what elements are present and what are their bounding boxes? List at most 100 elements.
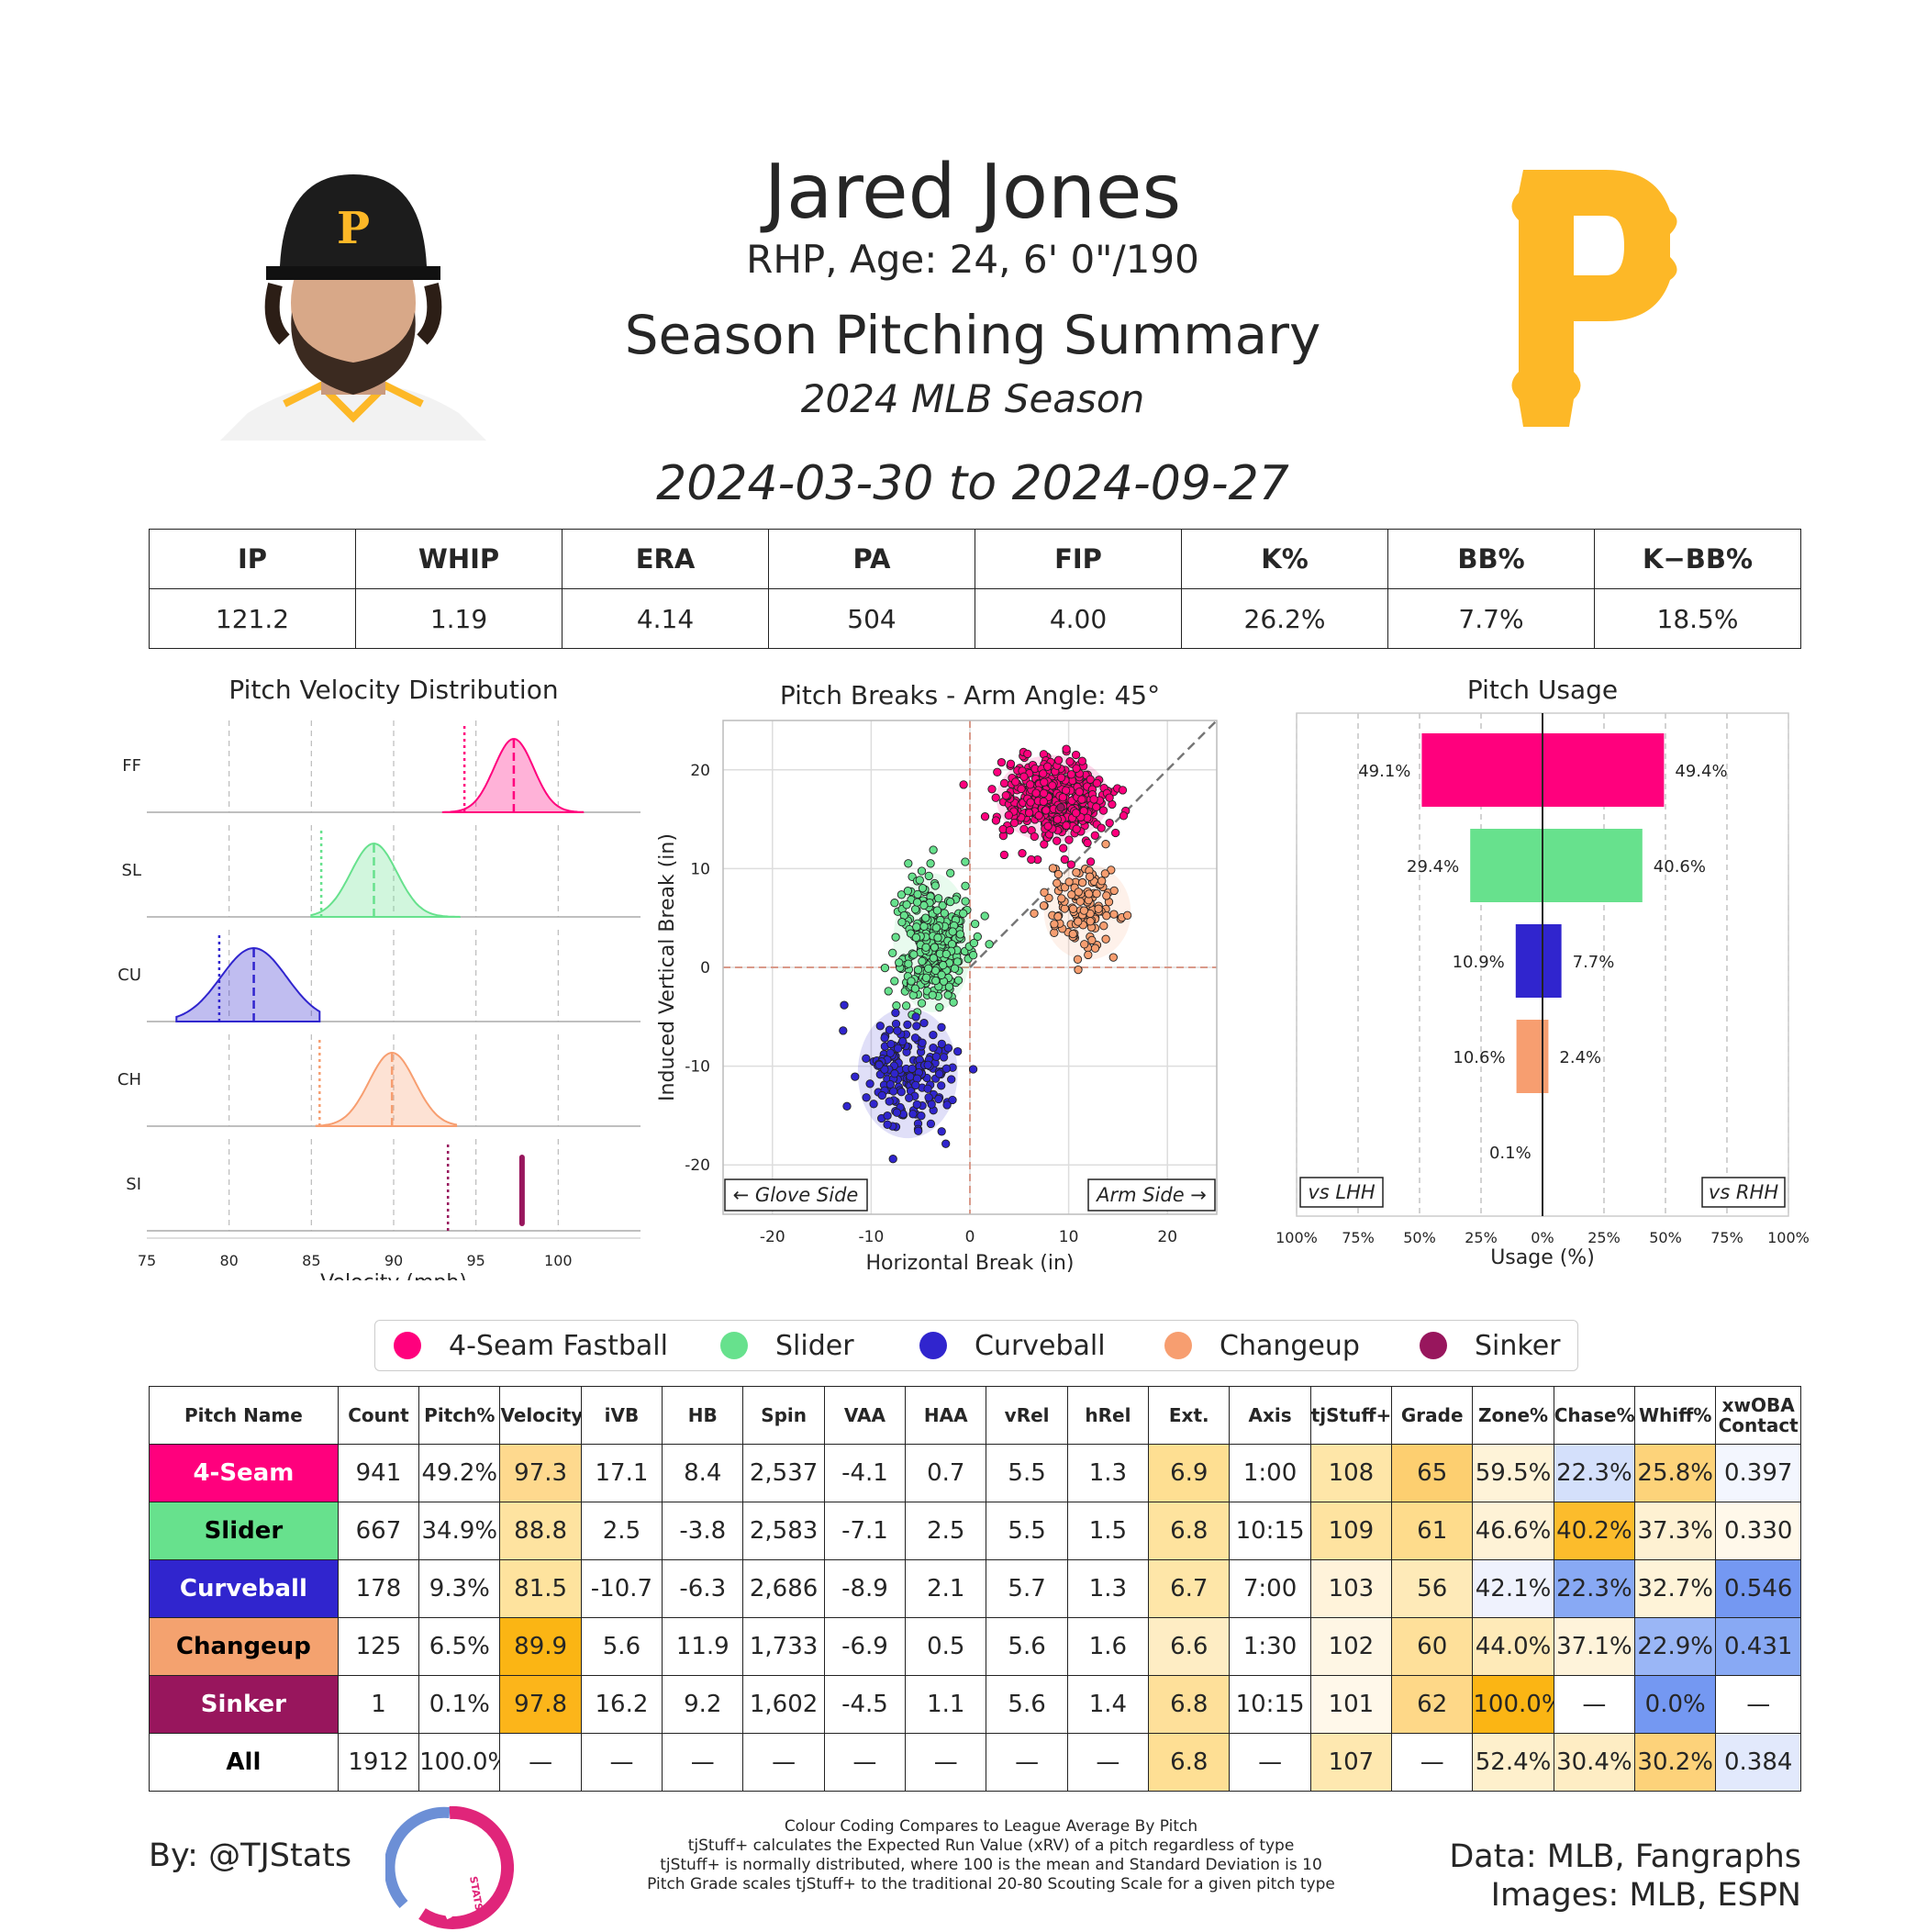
break-point bbox=[852, 1073, 859, 1080]
break-point bbox=[908, 1065, 916, 1072]
break-point bbox=[843, 1102, 851, 1110]
usage-bar-rhh bbox=[1543, 733, 1664, 807]
pitch-table-header-tjstuff: tjStuff+ bbox=[1310, 1387, 1391, 1445]
pitch-table-cell: 0.0% bbox=[1635, 1676, 1716, 1734]
stat-header-ip: IP bbox=[150, 530, 356, 589]
svg-text:P: P bbox=[337, 203, 370, 254]
pitch-table-cell: 5.5 bbox=[986, 1445, 1067, 1502]
break-point bbox=[960, 781, 967, 788]
break-point bbox=[942, 1065, 950, 1072]
pitch-table-header-velocity: Velocity bbox=[500, 1387, 581, 1445]
break-point bbox=[911, 906, 919, 913]
pitch-table-cell: 9.2 bbox=[663, 1676, 743, 1734]
stat-value-pa: 504 bbox=[769, 589, 975, 649]
break-point bbox=[938, 1082, 945, 1089]
legend-dot-curveball bbox=[919, 1332, 947, 1359]
usage-x-label: Usage (%) bbox=[1490, 1246, 1595, 1269]
break-point bbox=[1073, 868, 1080, 876]
legend-label-slider: Slider bbox=[775, 1330, 854, 1362]
break-x-tick: 10 bbox=[1059, 1228, 1079, 1246]
break-point bbox=[1043, 763, 1051, 770]
glove-side-label: ← Glove Side bbox=[733, 1184, 859, 1206]
pitch-table-cell: 1 bbox=[338, 1676, 418, 1734]
break-point bbox=[1086, 776, 1094, 783]
vs-rhh-label: vs RHH bbox=[1709, 1181, 1778, 1203]
break-y-tick: 0 bbox=[700, 959, 710, 977]
usage-x-tick: 25% bbox=[1465, 1229, 1498, 1246]
pitch-table-header-spin: Spin bbox=[743, 1387, 824, 1445]
break-point bbox=[934, 934, 941, 942]
stat-header-whip: WHIP bbox=[356, 530, 563, 589]
break-point bbox=[1020, 773, 1028, 780]
pitch-table-cell: 667 bbox=[338, 1502, 418, 1560]
break-point bbox=[915, 1127, 922, 1134]
break-point bbox=[930, 1031, 937, 1038]
usage-x-tick: 100% bbox=[1275, 1229, 1318, 1246]
break-point bbox=[960, 910, 967, 917]
break-point bbox=[1075, 966, 1082, 973]
pitch-table-cell: — bbox=[824, 1734, 905, 1792]
break-point bbox=[986, 941, 993, 948]
pitch-table-cell: 1.4 bbox=[1067, 1676, 1148, 1734]
break-point bbox=[1002, 792, 1009, 799]
usage-label-lhh: 10.9% bbox=[1453, 953, 1505, 972]
break-point bbox=[1044, 822, 1052, 830]
break-point bbox=[908, 977, 915, 985]
break-point bbox=[1090, 796, 1097, 803]
break-point bbox=[892, 1020, 899, 1027]
pitch-table-header-ivb: iVB bbox=[581, 1387, 662, 1445]
break-point bbox=[1059, 794, 1066, 801]
break-y-tick: -20 bbox=[685, 1156, 710, 1175]
break-point bbox=[887, 1040, 895, 1047]
break-point bbox=[1119, 812, 1127, 820]
break-point bbox=[940, 1054, 947, 1061]
pitch-table-cell: 59.5% bbox=[1473, 1445, 1554, 1502]
break-point bbox=[863, 1094, 870, 1101]
break-point bbox=[1025, 809, 1032, 816]
stat-header-k-bb-pct: K−BB% bbox=[1595, 530, 1801, 589]
break-point bbox=[981, 813, 988, 821]
break-point bbox=[1100, 922, 1108, 930]
break-point bbox=[941, 910, 948, 917]
break-point bbox=[948, 1076, 955, 1083]
pitch-table-cell: 81.5 bbox=[500, 1560, 581, 1618]
pitch-table-cell: 1.3 bbox=[1067, 1560, 1148, 1618]
pitch-table-cell: 1:00 bbox=[1230, 1445, 1310, 1502]
pitch-table-cell: 108 bbox=[1310, 1445, 1391, 1502]
usage-x-tick: 75% bbox=[1342, 1229, 1375, 1246]
pitch-table-cell: — bbox=[1230, 1734, 1310, 1792]
player-headshot: P bbox=[211, 165, 496, 441]
break-y-label: Induced Vertical Break (in) bbox=[656, 833, 679, 1101]
pitch-table-cell: -6.9 bbox=[824, 1618, 905, 1676]
break-point bbox=[938, 971, 945, 978]
break-point bbox=[1069, 930, 1076, 937]
stat-header-pa: PA bbox=[769, 530, 975, 589]
pitch-table-header-zone: Zone% bbox=[1473, 1387, 1554, 1445]
legend-item-slider: Slider bbox=[720, 1321, 854, 1370]
arm-side-label: Arm Side → bbox=[1095, 1184, 1207, 1206]
break-point bbox=[870, 1100, 877, 1108]
break-point bbox=[1007, 760, 1014, 767]
usage-label-rhh: 49.4% bbox=[1675, 762, 1727, 781]
break-point bbox=[994, 768, 1001, 776]
usage-label-rhh: 2.4% bbox=[1559, 1048, 1601, 1067]
break-point bbox=[1065, 836, 1073, 843]
break-point bbox=[1097, 824, 1105, 832]
break-point bbox=[932, 1053, 940, 1060]
break-point bbox=[1091, 944, 1098, 952]
pitch-table-cell: 102 bbox=[1310, 1618, 1391, 1676]
pitch-table-cell: 2,583 bbox=[743, 1502, 824, 1560]
break-x-tick: 0 bbox=[965, 1228, 975, 1246]
usage-bar-lhh bbox=[1421, 733, 1543, 807]
break-point bbox=[1041, 841, 1048, 848]
pitch-table-header-vaa: VAA bbox=[824, 1387, 905, 1445]
break-point bbox=[1086, 918, 1094, 925]
legend-dot-sinker bbox=[1420, 1332, 1447, 1359]
usage-bar-lhh bbox=[1470, 829, 1543, 902]
break-point bbox=[927, 860, 934, 867]
